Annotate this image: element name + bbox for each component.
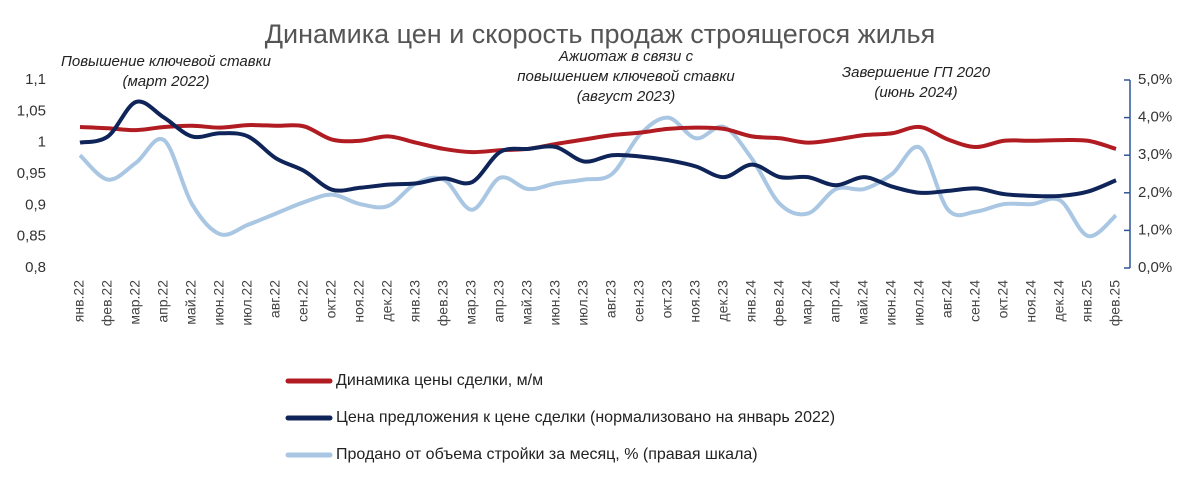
y2-tick-label: 3,0%: [1138, 146, 1172, 163]
x-tick-label: июн.24: [883, 280, 899, 326]
x-tick-label: окт.24: [995, 280, 1011, 319]
x-tick-label: фев.22: [99, 280, 115, 326]
y-tick-label: 0,95: [17, 165, 46, 182]
x-tick-label: фев.24: [771, 280, 787, 326]
x-tick-label: ноя.24: [1023, 280, 1039, 323]
x-tick-label: окт.22: [323, 280, 339, 319]
chart-title: Динамика цен и скорость продаж строящего…: [265, 19, 935, 49]
y-tick-label: 1,1: [25, 71, 46, 88]
x-tick-label: мар.22: [127, 280, 143, 325]
x-tick-label: июл.24: [911, 280, 927, 326]
y-tick-label: 1: [38, 134, 46, 151]
x-tick-label: ноя.23: [687, 280, 703, 323]
x-tick-label: авг.22: [267, 280, 283, 318]
x-tick-label: янв.23: [407, 280, 423, 322]
legend-label: Динамика цены сделки, м/м: [336, 372, 543, 389]
x-tick-label: июл.22: [239, 280, 255, 326]
x-tick-label: окт.23: [659, 280, 675, 319]
y2-tick-label: 2,0%: [1138, 184, 1172, 201]
x-tick-label: апр.24: [827, 280, 843, 323]
annotation: (август 2023): [577, 88, 676, 105]
x-tick-label: апр.22: [155, 280, 171, 323]
x-tick-label: сен.23: [631, 280, 647, 322]
x-tick-label: мар.24: [799, 280, 815, 325]
x-tick-label: июн.23: [547, 280, 563, 326]
annotation: повышением ключевой ставки: [517, 68, 735, 85]
annotation: Повышение ключевой ставки: [61, 53, 272, 70]
y2-tick-label: 4,0%: [1138, 109, 1172, 126]
x-tick-label: авг.24: [939, 280, 955, 318]
x-tick-label: май.24: [855, 280, 871, 325]
legend-label: Цена предложения к цене сделки (нормализ…: [336, 409, 835, 426]
x-tick-label: фев.25: [1107, 280, 1123, 326]
x-tick-label: дек.24: [1051, 280, 1067, 322]
series-line: [79, 123, 1117, 155]
x-tick-label: дек.23: [715, 280, 731, 322]
annotation: (март 2022): [123, 73, 210, 90]
series-line: [78, 115, 1118, 239]
y-tick-label: 1,05: [17, 102, 46, 119]
x-tick-label: янв.24: [743, 280, 759, 322]
x-tick-label: апр.23: [491, 280, 507, 323]
x-tick-label: янв.25: [1079, 280, 1095, 322]
annotation: (июнь 2024): [874, 84, 957, 101]
y-tick-label: 0,9: [25, 196, 46, 213]
x-tick-label: сен.22: [295, 280, 311, 322]
x-tick-label: июн.22: [211, 280, 227, 326]
x-tick-label: янв.22: [71, 280, 87, 322]
series-line: [79, 99, 1117, 199]
x-tick-label: ноя.22: [351, 280, 367, 323]
y2-tick-label: 0,0%: [1138, 259, 1172, 276]
x-tick-label: сен.24: [967, 280, 983, 322]
y-tick-label: 0,85: [17, 228, 46, 245]
x-tick-label: фев.23: [435, 280, 451, 326]
x-tick-label: авг.23: [603, 280, 619, 318]
x-tick-label: июл.23: [575, 280, 591, 326]
legend-label: Продано от объема стройки за месяц, % (п…: [336, 446, 758, 463]
annotation: Завершение ГП 2020: [842, 64, 991, 81]
x-tick-label: мар.23: [463, 280, 479, 325]
x-tick-label: май.23: [519, 280, 535, 325]
y2-tick-label: 1,0%: [1138, 221, 1172, 238]
y-tick-label: 0,8: [25, 259, 46, 276]
y2-tick-label: 5,0%: [1138, 71, 1172, 88]
x-tick-label: дек.22: [379, 280, 395, 322]
x-tick-label: май.22: [183, 280, 199, 325]
annotation: Ажиотаж в связи с: [558, 48, 694, 65]
